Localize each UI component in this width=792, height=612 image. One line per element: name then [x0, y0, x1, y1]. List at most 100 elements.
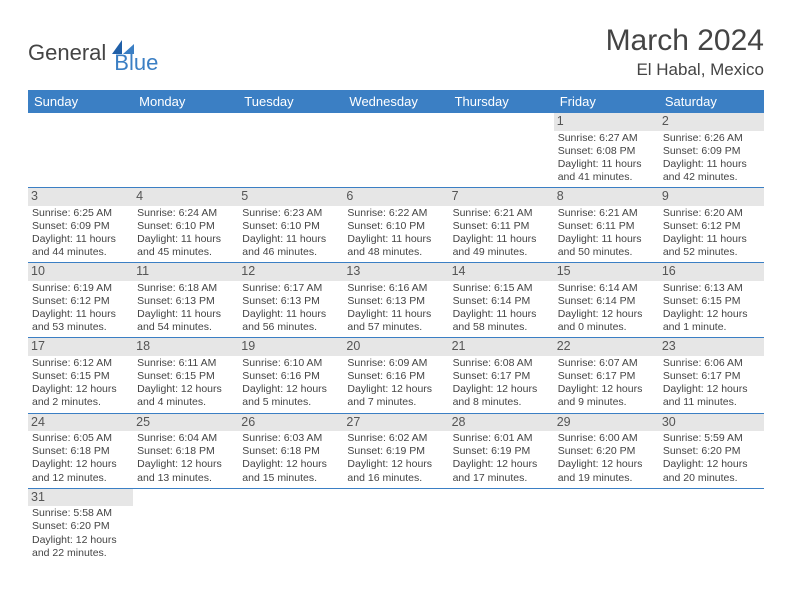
calendar-cell: 7Sunrise: 6:21 AMSunset: 6:11 PMDaylight… [449, 188, 554, 263]
sunrise-text: Sunrise: 6:08 AM [453, 357, 550, 370]
day-number: 22 [554, 338, 659, 356]
daylight-text: Daylight: 11 hours and 53 minutes. [32, 308, 129, 334]
daylight-text: Daylight: 12 hours and 5 minutes. [242, 383, 339, 409]
daylight-text: Daylight: 11 hours and 54 minutes. [137, 308, 234, 334]
sunset-text: Sunset: 6:17 PM [453, 370, 550, 383]
weekday-header: Monday [133, 90, 238, 113]
day-number: 28 [449, 414, 554, 432]
sunrise-text: Sunrise: 6:01 AM [453, 432, 550, 445]
sunrise-text: Sunrise: 6:16 AM [347, 282, 444, 295]
sunset-text: Sunset: 6:14 PM [558, 295, 655, 308]
calendar-cell [238, 113, 343, 188]
day-number: 8 [554, 188, 659, 206]
day-number: 26 [238, 414, 343, 432]
daylight-text: Daylight: 12 hours and 13 minutes. [137, 458, 234, 484]
sunset-text: Sunset: 6:17 PM [663, 370, 760, 383]
calendar-row: 1Sunrise: 6:27 AMSunset: 6:08 PMDaylight… [28, 113, 764, 188]
sunrise-text: Sunrise: 6:14 AM [558, 282, 655, 295]
sunrise-text: Sunrise: 6:09 AM [347, 357, 444, 370]
sunset-text: Sunset: 6:18 PM [242, 445, 339, 458]
daylight-text: Daylight: 11 hours and 57 minutes. [347, 308, 444, 334]
calendar-cell: 25Sunrise: 6:04 AMSunset: 6:18 PMDayligh… [133, 413, 238, 488]
daylight-text: Daylight: 12 hours and 17 minutes. [453, 458, 550, 484]
calendar-cell: 14Sunrise: 6:15 AMSunset: 6:14 PMDayligh… [449, 263, 554, 338]
sunrise-text: Sunrise: 6:06 AM [663, 357, 760, 370]
weekday-header: Thursday [449, 90, 554, 113]
sunset-text: Sunset: 6:08 PM [558, 145, 655, 158]
sunset-text: Sunset: 6:17 PM [558, 370, 655, 383]
sunset-text: Sunset: 6:15 PM [663, 295, 760, 308]
calendar-cell: 8Sunrise: 6:21 AMSunset: 6:11 PMDaylight… [554, 188, 659, 263]
day-number: 27 [343, 414, 448, 432]
sunrise-text: Sunrise: 6:27 AM [558, 132, 655, 145]
sunset-text: Sunset: 6:11 PM [453, 220, 550, 233]
daylight-text: Daylight: 11 hours and 44 minutes. [32, 233, 129, 259]
daylight-text: Daylight: 11 hours and 50 minutes. [558, 233, 655, 259]
day-number: 30 [659, 414, 764, 432]
daylight-text: Daylight: 12 hours and 22 minutes. [32, 534, 129, 560]
sunrise-text: Sunrise: 6:17 AM [242, 282, 339, 295]
calendar-row: 17Sunrise: 6:12 AMSunset: 6:15 PMDayligh… [28, 338, 764, 413]
day-number: 9 [659, 188, 764, 206]
title-block: March 2024 El Habal, Mexico [606, 24, 764, 80]
sunset-text: Sunset: 6:09 PM [32, 220, 129, 233]
calendar-cell: 20Sunrise: 6:09 AMSunset: 6:16 PMDayligh… [343, 338, 448, 413]
sunrise-text: Sunrise: 6:11 AM [137, 357, 234, 370]
day-number: 15 [554, 263, 659, 281]
sunrise-text: Sunrise: 6:24 AM [137, 207, 234, 220]
calendar-cell [28, 113, 133, 188]
sunrise-text: Sunrise: 5:59 AM [663, 432, 760, 445]
day-number: 11 [133, 263, 238, 281]
day-number: 2 [659, 113, 764, 131]
calendar-cell: 15Sunrise: 6:14 AMSunset: 6:14 PMDayligh… [554, 263, 659, 338]
calendar-cell: 2Sunrise: 6:26 AMSunset: 6:09 PMDaylight… [659, 113, 764, 188]
calendar-cell: 28Sunrise: 6:01 AMSunset: 6:19 PMDayligh… [449, 413, 554, 488]
calendar-cell: 17Sunrise: 6:12 AMSunset: 6:15 PMDayligh… [28, 338, 133, 413]
sunrise-text: Sunrise: 6:00 AM [558, 432, 655, 445]
calendar: Sunday Monday Tuesday Wednesday Thursday… [28, 90, 764, 563]
sunset-text: Sunset: 6:15 PM [32, 370, 129, 383]
calendar-cell: 29Sunrise: 6:00 AMSunset: 6:20 PMDayligh… [554, 413, 659, 488]
sunset-text: Sunset: 6:13 PM [347, 295, 444, 308]
daylight-text: Daylight: 12 hours and 8 minutes. [453, 383, 550, 409]
calendar-cell [659, 488, 764, 563]
calendar-cell [133, 488, 238, 563]
sunrise-text: Sunrise: 6:12 AM [32, 357, 129, 370]
calendar-row: 31Sunrise: 5:58 AMSunset: 6:20 PMDayligh… [28, 488, 764, 563]
calendar-cell: 11Sunrise: 6:18 AMSunset: 6:13 PMDayligh… [133, 263, 238, 338]
sunset-text: Sunset: 6:10 PM [242, 220, 339, 233]
sunrise-text: Sunrise: 6:26 AM [663, 132, 760, 145]
weekday-header: Friday [554, 90, 659, 113]
daylight-text: Daylight: 12 hours and 4 minutes. [137, 383, 234, 409]
calendar-cell [449, 113, 554, 188]
weekday-header: Sunday [28, 90, 133, 113]
day-number: 20 [343, 338, 448, 356]
calendar-cell: 16Sunrise: 6:13 AMSunset: 6:15 PMDayligh… [659, 263, 764, 338]
sunrise-text: Sunrise: 6:10 AM [242, 357, 339, 370]
sunset-text: Sunset: 6:20 PM [558, 445, 655, 458]
day-number: 10 [28, 263, 133, 281]
day-number: 6 [343, 188, 448, 206]
sunset-text: Sunset: 6:10 PM [137, 220, 234, 233]
calendar-cell [343, 488, 448, 563]
calendar-cell: 30Sunrise: 5:59 AMSunset: 6:20 PMDayligh… [659, 413, 764, 488]
daylight-text: Daylight: 11 hours and 46 minutes. [242, 233, 339, 259]
day-number: 13 [343, 263, 448, 281]
calendar-row: 3Sunrise: 6:25 AMSunset: 6:09 PMDaylight… [28, 188, 764, 263]
calendar-cell: 10Sunrise: 6:19 AMSunset: 6:12 PMDayligh… [28, 263, 133, 338]
sunrise-text: Sunrise: 6:02 AM [347, 432, 444, 445]
calendar-row: 24Sunrise: 6:05 AMSunset: 6:18 PMDayligh… [28, 413, 764, 488]
weekday-header: Tuesday [238, 90, 343, 113]
sunrise-text: Sunrise: 6:07 AM [558, 357, 655, 370]
sunrise-text: Sunrise: 6:20 AM [663, 207, 760, 220]
daylight-text: Daylight: 11 hours and 45 minutes. [137, 233, 234, 259]
daylight-text: Daylight: 11 hours and 41 minutes. [558, 158, 655, 184]
brand-general: General [28, 40, 106, 66]
sunset-text: Sunset: 6:19 PM [453, 445, 550, 458]
sunset-text: Sunset: 6:12 PM [663, 220, 760, 233]
calendar-cell: 26Sunrise: 6:03 AMSunset: 6:18 PMDayligh… [238, 413, 343, 488]
daylight-text: Daylight: 12 hours and 12 minutes. [32, 458, 129, 484]
calendar-cell: 21Sunrise: 6:08 AMSunset: 6:17 PMDayligh… [449, 338, 554, 413]
weekday-header-row: Sunday Monday Tuesday Wednesday Thursday… [28, 90, 764, 113]
calendar-cell: 19Sunrise: 6:10 AMSunset: 6:16 PMDayligh… [238, 338, 343, 413]
